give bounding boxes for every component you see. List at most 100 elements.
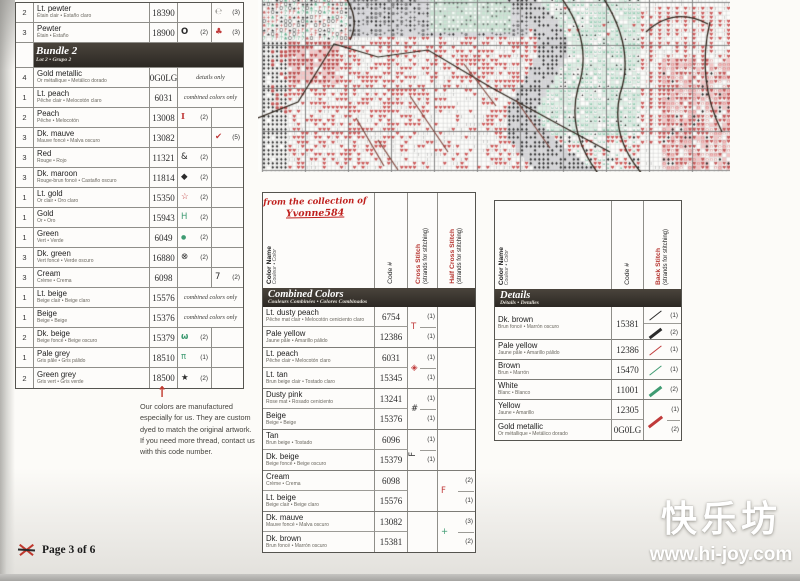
scan-edge-corner	[0, 0, 15, 70]
strand-count: (2)	[200, 254, 208, 261]
color-name-translation: Brun foncé • Marrón oscuro	[266, 542, 327, 549]
cross-stitch-cell: T (1) (1)	[408, 307, 438, 347]
back-stitch-entry: (2)	[644, 324, 681, 340]
watermark: 快乐坊 www.hi-joy.com	[645, 490, 797, 566]
back-stitch-entry: (1)	[644, 307, 681, 323]
color-name-translation: Brun • Marrón	[498, 370, 529, 377]
color-name-translation: Or métallique • Metálico dorado	[37, 78, 107, 85]
skein-count: 2	[16, 328, 34, 347]
detail-shared-pair: Yellow Jaune • Amarillo 12305 (1) (2) Gold me…	[495, 400, 681, 440]
half-cross-stitch-cell: ♣ (3)	[212, 23, 243, 42]
half-cross-stitch-cell	[438, 389, 475, 429]
cross-stitch-cell: F (1) (1)	[408, 430, 438, 470]
color-name-translation: Brun beige • Tostado	[266, 440, 313, 447]
page-number-label: Page 3 of 6	[42, 543, 96, 556]
stitch-symbol: O	[181, 27, 189, 38]
code-number: 6098	[375, 471, 408, 491]
color-name: Gold metallic	[37, 69, 83, 79]
stitch-symbol: ◆	[181, 172, 188, 183]
color-name-cell: Lt. dusty peach Pêche mat clair • Melocot…	[263, 307, 375, 327]
skein-count: 3	[16, 148, 34, 167]
bundle-color-key-table: 2 Lt. pewter Étain clair • Estaño claro 183…	[15, 2, 244, 389]
color-name: Pale yellow	[498, 341, 538, 351]
half-cross-stitch-cell: ℮ (3)	[212, 3, 243, 22]
color-key-row: 3 Cream Crème • Crema 6098 7 (2)	[16, 268, 243, 288]
color-name-translation: Rose mat • Rosado ceniciento	[266, 399, 334, 406]
cross-stitch-cell	[178, 268, 212, 287]
code-number: 18500	[150, 368, 178, 388]
color-name-translation: Mauve foncé • Malva oscuro	[266, 522, 329, 529]
color-name-translation: Rouge-brun foncé • Castaño oscuro	[37, 178, 117, 185]
column-header-cross-stitch: Cross Stitch (strands for stitching)	[408, 193, 438, 288]
cross-stitch-cell: ◈ (1) (1)	[408, 348, 438, 388]
half-cross-stitch-cell	[212, 168, 243, 187]
color-name-translation: Rouge • Rojo	[37, 158, 67, 165]
stitch-symbol: ☆	[181, 192, 189, 203]
combined-color-pair: Dk. mauve Mauve foncé • Malva oscuro 13082…	[263, 512, 475, 552]
color-name-cell: Pewter Étain • Estaño	[34, 23, 150, 42]
cross-stitch-cell: ω (2)	[178, 328, 212, 347]
strand-count: (2)	[670, 328, 678, 336]
color-name: Lt. pewter	[37, 4, 72, 14]
color-name-translation: Jaune pâle • Amarillo pálido	[266, 337, 328, 344]
color-key-row: 1 Lt. peach Pêche clair • Melocotón claro 6…	[16, 88, 243, 108]
combined-colors-table: Color Name Couleur • Color Code # Cross …	[262, 192, 476, 553]
skein-count: 1	[16, 88, 34, 107]
cross-stitch-cell: π (1)	[178, 348, 212, 367]
pair-divider	[420, 327, 436, 328]
color-key-row: 1 Lt. beige Beige clair • Beige claro 15576…	[16, 288, 243, 308]
backstitch-line-symbol	[647, 309, 664, 321]
color-name: Dk. brown	[498, 315, 534, 325]
column-header-back-stitch: Back Stitch (strands for stitching)	[655, 228, 669, 285]
collection-annotation-line: from the collection of	[263, 196, 367, 208]
color-name: Dk. brown	[266, 533, 302, 543]
strand-count: (2)	[200, 174, 208, 181]
star-icon	[17, 541, 36, 558]
color-name-cell: Dk. mauve Mauve foncé • Malva oscuro	[263, 512, 375, 532]
stitch-symbol: ●	[181, 233, 187, 241]
pair-divider	[420, 409, 436, 410]
color-name-translation: Beige foncé • Beige oscuro	[266, 460, 327, 467]
color-key-row: 3 Dk. maroon Rouge-brun foncé • Castaño os…	[16, 168, 243, 188]
bundle-subtitle: Lot 2 • Grupo 2	[36, 56, 72, 63]
skein-count: 1	[16, 348, 34, 367]
code-number: 16880	[150, 248, 178, 267]
strand-count: (2)	[200, 29, 208, 36]
code-number: 18390	[150, 3, 178, 22]
code-number: 15576	[375, 491, 408, 511]
color-name-cell: Beige Beige • Beige	[263, 409, 375, 429]
half-cross-stitch-cell	[212, 368, 243, 388]
half-cross-stitch-cell	[438, 348, 475, 388]
backstitch-line-symbol	[646, 413, 665, 428]
page-footer: Page 3 of 6	[17, 541, 96, 558]
color-name-cell: Lt. beige Beige clair • Beige claro	[34, 288, 150, 307]
cross-stitch-cell: H (2)	[178, 208, 212, 227]
back-stitch-cell: (1) (2)	[644, 307, 681, 340]
strand-count: (1)	[427, 395, 435, 402]
color-name-cell: Lt. tan Brun beige clair • Tostado claro	[263, 368, 375, 388]
strand-count: (1)	[670, 311, 678, 319]
code-number: 13082	[375, 512, 408, 532]
stitch-symbol: F	[408, 451, 419, 457]
color-name-cell: Pale grey Gris pâle • Gris pálido	[34, 348, 150, 367]
color-key-row: 2 Green grey Gris vert • Gris verde 18500 ★(…	[16, 368, 243, 388]
code-number: 18900	[150, 23, 178, 42]
strand-count: (2)	[200, 334, 208, 341]
combined-color-pair: Lt. peach Pêche clair • Melocotón claro 60…	[263, 348, 475, 389]
color-name: Lt. gold	[37, 189, 63, 199]
color-name: Dusty pink	[266, 390, 303, 400]
back-stitch-cell: (1) (2)	[644, 400, 681, 440]
color-name-translation: Or métallique • Metálico dorado	[498, 430, 568, 437]
color-key-row: 2 Lt. pewter Étain clair • Estaño claro 183…	[16, 3, 243, 23]
custom-colors-note: Our colors are manufactured especially f…	[140, 402, 255, 457]
stitch-symbol: ℮	[215, 7, 223, 18]
color-name: Pale yellow	[266, 328, 306, 338]
code-number: 6098	[150, 268, 178, 287]
strand-count: (1)	[427, 374, 435, 381]
half-cross-stitch-cell	[212, 148, 243, 167]
strand-count: (1)	[427, 333, 435, 340]
half-cross-stitch-cell	[212, 328, 243, 347]
color-name-cell: Dusty pink Rose mat • Rosado ceniciento	[263, 389, 375, 409]
color-name-translation: Étain clair • Estaño claro	[37, 13, 92, 20]
